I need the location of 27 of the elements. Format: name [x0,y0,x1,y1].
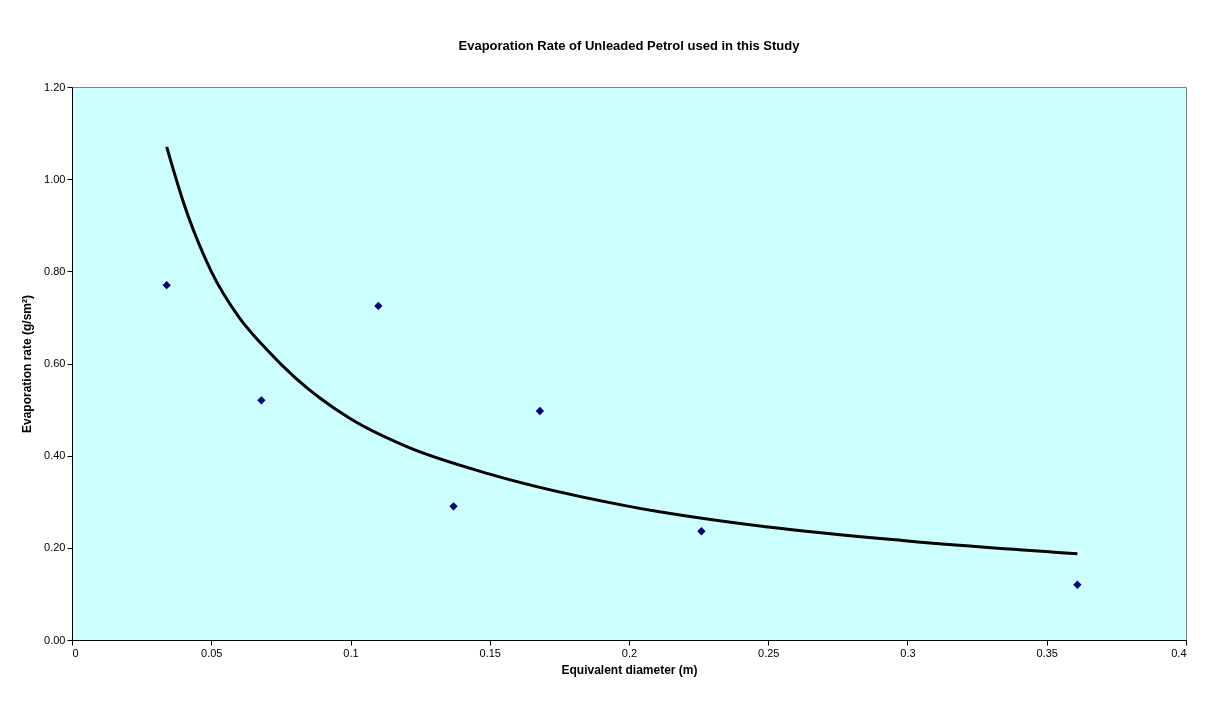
chart-title: Evaporation Rate of Unleaded Petrol used in this Study [458,38,801,53]
line-series [165,145,1079,556]
x-axis-title: Equivalent diameter (m) [561,662,698,677]
x-tick-label: 0.25 [758,646,780,659]
x-tick-label: 0.05 [201,646,223,659]
point [449,502,458,511]
x-tick-label: 0.2 [621,646,638,659]
y-tick-label: 1.00 [44,172,66,185]
point [697,527,706,536]
point [1073,580,1082,589]
x-tick-label: 0.3 [900,646,916,659]
x-tick-label: 0.4 [1171,646,1187,659]
y-tick-label: 0.00 [44,633,66,646]
point [257,396,266,405]
y-tick-label: 0.80 [44,264,66,277]
y-tick-label: 0.60 [44,357,66,369]
y-tick-label: 0.40 [44,449,66,462]
point [374,301,383,311]
y-tick-label: 1.20 [44,80,66,93]
point [162,280,171,290]
x-tick-label: 0.35 [1036,646,1058,659]
point [535,406,545,416]
y-axis-title: Evaporation rate (g/sm²) [20,294,35,434]
x-tick-label: 0.15 [479,646,501,659]
x-tick-label: 0 [72,646,79,659]
x-tick-label: 0.1 [343,646,359,659]
y-tick-label: 0.20 [44,541,66,554]
